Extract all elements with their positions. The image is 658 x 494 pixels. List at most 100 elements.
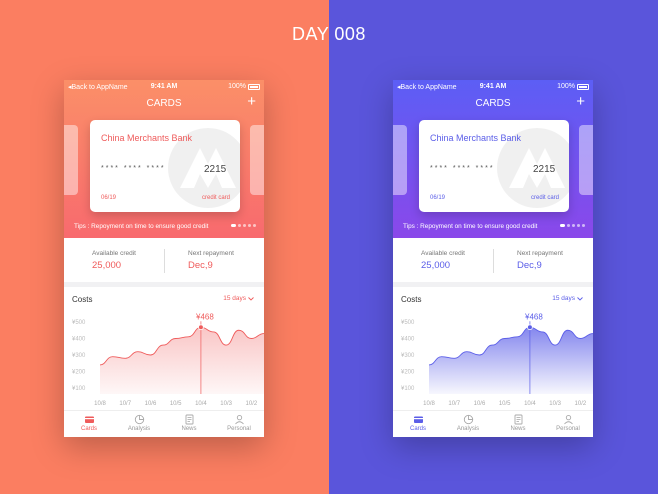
range-selector-label: 15 days	[223, 295, 246, 302]
tab-cards[interactable]: Cards	[64, 411, 114, 437]
person-icon	[563, 414, 573, 425]
carousel-dot[interactable]	[577, 224, 580, 227]
carousel-dot[interactable]	[560, 224, 565, 227]
tab-label: Cards	[409, 426, 426, 432]
available-credit-value: 25,000	[421, 260, 451, 271]
tab-label: News	[510, 426, 526, 432]
credit-info-row: Available credit 25,000 Next repayment D…	[64, 238, 264, 282]
next-card-peek[interactable]	[579, 125, 593, 195]
costs-label: Costs	[72, 295, 93, 304]
y-tick-label: ¥500	[72, 320, 86, 326]
back-to-app-link[interactable]: ◂Back to AppName	[68, 84, 128, 91]
tab-personal[interactable]: Personal	[214, 411, 264, 437]
card-icon	[84, 416, 94, 423]
news-icon	[514, 414, 522, 425]
person-icon	[234, 414, 244, 425]
bank-card[interactable]: China Merchants Bank **** **** **** 2215…	[419, 120, 569, 212]
available-credit-label: Available credit	[92, 250, 136, 257]
highlight-value-label: ¥468	[195, 312, 214, 321]
costs-chart[interactable]: ¥100 ¥200 ¥300 ¥400 ¥500 ¥468 10/8 10/7 10/6 10/5…	[393, 308, 593, 410]
highlight-point[interactable]	[527, 324, 533, 331]
y-tick-label: ¥400	[72, 337, 86, 343]
prev-card-peek[interactable]	[393, 125, 407, 195]
carousel-dot[interactable]	[567, 224, 570, 227]
x-tick-label: 10/4	[195, 401, 207, 407]
card-expiry: 06/19	[101, 195, 117, 201]
divider	[493, 249, 494, 273]
divider	[164, 249, 165, 273]
tab-cards[interactable]: Cards	[393, 411, 443, 437]
tab-analysis[interactable]: Analysis	[114, 411, 164, 437]
add-card-button[interactable]: +	[247, 93, 256, 110]
section-separator	[64, 282, 264, 287]
carousel-dot[interactable]	[572, 224, 575, 227]
pie-chart-icon	[134, 414, 144, 425]
carousel-dots[interactable]	[560, 224, 585, 227]
tips-text: Tips : Repoyment on time to ensure good …	[403, 223, 538, 230]
range-selector[interactable]: 15 days	[552, 295, 583, 302]
next-repayment-value: Dec,9	[517, 260, 542, 271]
highlight-point[interactable]	[198, 324, 204, 331]
tab-label: News	[181, 426, 197, 432]
card-type: credit card	[201, 195, 230, 201]
bank-logo-watermark-icon	[168, 128, 240, 208]
bank-name: China Merchants Bank	[430, 133, 522, 143]
carousel-dot[interactable]	[582, 224, 585, 227]
y-tick-label: ¥200	[401, 370, 415, 376]
credit-info-row: Available credit 25,000 Next repayment D…	[393, 238, 593, 282]
add-card-button[interactable]: +	[576, 93, 585, 110]
costs-chart[interactable]: ¥100 ¥200 ¥300 ¥400 ¥500 ¥468 10/8 10/7 10/6 10/5…	[64, 308, 264, 410]
status-time: 9:41 AM	[150, 83, 178, 90]
x-tick-label: 10/3	[549, 401, 561, 407]
x-tick-label: 10/2	[575, 401, 587, 407]
available-credit: Available credit 25,000	[421, 250, 465, 271]
tips-text: Tips : Repoyment on time to ensure good …	[74, 223, 209, 230]
x-tick-label: 10/2	[246, 401, 258, 407]
next-card-peek[interactable]	[250, 125, 264, 195]
x-tick-label: 10/5	[499, 401, 511, 407]
available-credit: Available credit 25,000	[92, 250, 136, 271]
tab-personal[interactable]: Personal	[543, 411, 593, 437]
battery-status: 100%	[557, 83, 589, 90]
series-line	[99, 326, 264, 366]
range-selector-label: 15 days	[552, 295, 575, 302]
back-to-app-link[interactable]: ◂Back to AppName	[397, 84, 457, 91]
battery-status: 100%	[228, 83, 260, 90]
y-tick-label: ¥500	[401, 320, 415, 326]
carousel-dot[interactable]	[253, 224, 256, 227]
y-tick-label: ¥100	[401, 386, 415, 392]
y-tick-label: ¥300	[72, 353, 86, 359]
y-tick-label: ¥300	[401, 353, 415, 359]
card-last-four: 2215	[533, 164, 556, 175]
section-separator	[393, 282, 593, 287]
status-time: 9:41 AM	[479, 83, 507, 90]
carousel-dot[interactable]	[243, 224, 246, 227]
tab-news[interactable]: News	[493, 411, 543, 437]
carousel-dot[interactable]	[231, 224, 236, 227]
news-icon	[185, 414, 193, 425]
carousel-dot[interactable]	[248, 224, 251, 227]
bank-card[interactable]: China Merchants Bank **** **** **** 2215…	[90, 120, 240, 212]
next-repayment-value: Dec,9	[188, 260, 213, 271]
x-tick-label: 10/3	[220, 401, 232, 407]
costs-label: Costs	[401, 295, 422, 304]
range-selector[interactable]: 15 days	[223, 295, 254, 302]
carousel-dots[interactable]	[231, 224, 256, 227]
nav-title: CARDS	[146, 98, 182, 109]
next-repayment: Next repayment Dec,9	[517, 250, 563, 271]
phone-purple: ◂Back to AppName 9:41 AM 100% CARDS + Ch…	[393, 80, 593, 437]
carousel-dot[interactable]	[238, 224, 241, 227]
x-tick-label: 10/4	[524, 401, 536, 407]
x-tick-label: 10/6	[145, 401, 157, 407]
tab-news[interactable]: News	[164, 411, 214, 437]
x-tick-label: 10/8	[423, 401, 435, 407]
battery-icon	[577, 83, 589, 90]
next-repayment: Next repayment Dec,9	[188, 250, 234, 271]
tab-label: Cards	[80, 426, 97, 432]
tab-bar: Cards Analysis News Personal	[393, 410, 593, 437]
tab-label: Personal	[556, 426, 580, 432]
available-credit-value: 25,000	[92, 260, 122, 271]
chevron-down-icon	[248, 296, 254, 301]
tab-analysis[interactable]: Analysis	[443, 411, 493, 437]
prev-card-peek[interactable]	[64, 125, 78, 195]
